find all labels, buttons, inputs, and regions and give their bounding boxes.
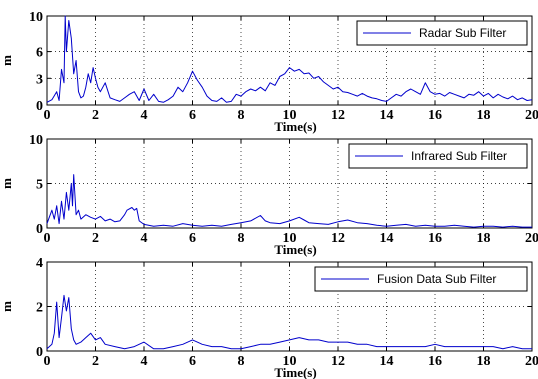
x-tick-label: 12 xyxy=(331,108,345,123)
x-tick-label: 4 xyxy=(141,354,148,369)
legend-label: Fusion Data Sub Filter xyxy=(377,272,496,286)
x-tick-label: 8 xyxy=(238,354,245,369)
y-tick-label: 0 xyxy=(36,222,43,237)
x-tick-label: 2 xyxy=(92,108,99,123)
x-axis-label: Time(s) xyxy=(274,242,316,257)
x-tick-label: 8 xyxy=(238,231,245,246)
x-tick-label: 20 xyxy=(525,231,538,246)
y-tick-label: 0 xyxy=(36,345,43,360)
x-tick-label: 0 xyxy=(44,231,51,246)
y-axis-label: m xyxy=(0,301,14,312)
legend: Radar Sub Filter xyxy=(356,20,528,46)
x-tick-label: 12 xyxy=(331,231,345,246)
y-tick-label: 5 xyxy=(36,178,43,193)
x-tick-label: 0 xyxy=(44,354,51,369)
y-tick-label: 6 xyxy=(36,46,43,61)
x-tick-label: 4 xyxy=(141,231,148,246)
x-tick-label: 12 xyxy=(331,354,345,369)
x-axis-label: Time(s) xyxy=(274,365,316,379)
y-tick-label: 2 xyxy=(36,301,43,316)
x-tick-label: 6 xyxy=(189,354,196,369)
x-tick-label: 18 xyxy=(477,108,491,123)
x-tick-label: 10 xyxy=(283,231,297,246)
x-tick-label: 14 xyxy=(380,354,394,369)
x-tick-label: 14 xyxy=(380,231,394,246)
x-tick-label: 0 xyxy=(44,108,51,123)
x-tick-label: 16 xyxy=(428,354,442,369)
x-tick-label: 20 xyxy=(525,354,538,369)
x-tick-label: 10 xyxy=(283,108,297,123)
x-tick-label: 4 xyxy=(141,108,148,123)
x-tick-label: 10 xyxy=(283,354,297,369)
y-tick-label: 0 xyxy=(36,99,43,114)
chart-panel-3: 0 2 4 6 8 10 12 14 16 18 20 0 2 4 Time(s) m Fusion Data … xyxy=(0,256,538,379)
series-line-1 xyxy=(46,174,532,228)
x-tick-label: 18 xyxy=(477,231,491,246)
x-tick-label: 6 xyxy=(189,231,196,246)
x-tick-label: 16 xyxy=(428,108,442,123)
y-axis-label: m xyxy=(0,55,14,66)
y-tick-label: 10 xyxy=(29,133,43,148)
x-tick-label: 8 xyxy=(238,108,245,123)
x-tick-label: 2 xyxy=(92,354,99,369)
y-tick-label: 10 xyxy=(29,10,43,25)
x-tick-label: 6 xyxy=(189,108,196,123)
series-line-1 xyxy=(46,294,532,350)
y-tick-label: 3 xyxy=(36,72,43,87)
x-tick-label: 16 xyxy=(428,231,442,246)
x-tick-label: 20 xyxy=(525,108,538,123)
x-tick-label: 18 xyxy=(477,354,491,369)
series-line-1 xyxy=(46,15,533,103)
x-tick-label: 14 xyxy=(380,108,394,123)
y-axis-label: m xyxy=(0,178,14,189)
legend-label: Infrared Sub Filter xyxy=(411,149,507,163)
legend-label: Radar Sub Filter xyxy=(419,26,506,40)
legend: Fusion Data Sub Filter xyxy=(314,266,528,292)
legend: Infrared Sub Filter xyxy=(348,143,528,169)
y-tick-label: 4 xyxy=(36,256,43,271)
x-axis-label: Time(s) xyxy=(274,119,316,134)
x-tick-label: 2 xyxy=(92,231,99,246)
